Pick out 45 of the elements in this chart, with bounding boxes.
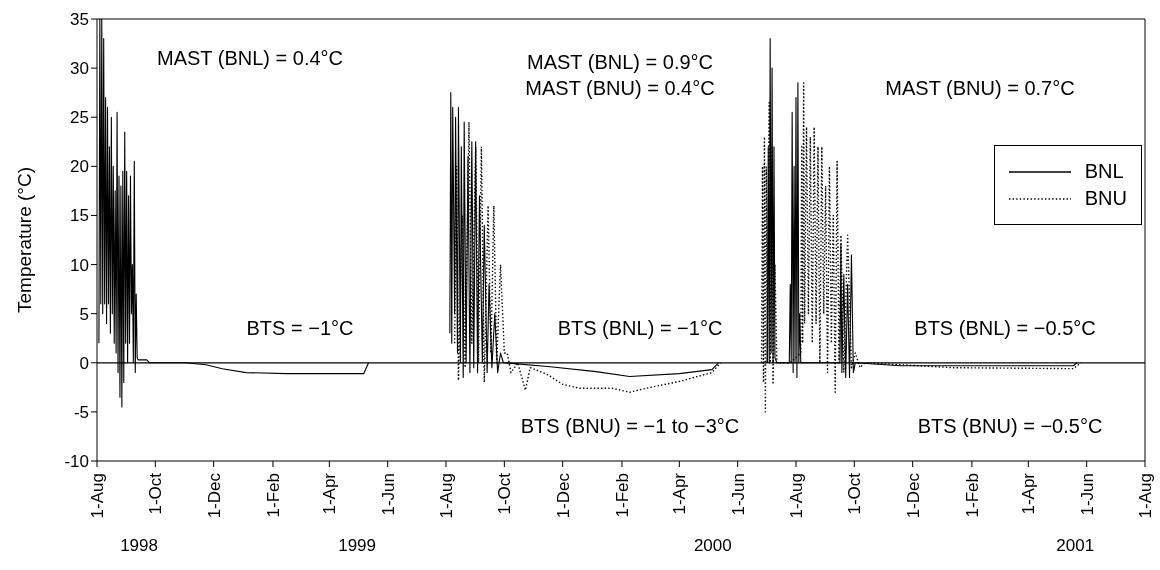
x-tick-label: 1-Feb bbox=[263, 473, 283, 518]
x-tick-label: 1-Jun bbox=[1077, 473, 1097, 516]
y-tick-label: 30 bbox=[70, 59, 89, 79]
annotation: MAST (BNL) = 0.9°C bbox=[526, 51, 714, 74]
x-tick-label: 1-Aug bbox=[87, 473, 107, 519]
x-tick-label: 1-Apr bbox=[1019, 472, 1039, 515]
x-tick-label: 1-Aug bbox=[1135, 473, 1155, 519]
x2-tick-label: 1998 bbox=[120, 536, 158, 555]
x-tick-label: 1-Dec bbox=[553, 472, 573, 519]
x-tick-label: 1-Jun bbox=[728, 473, 748, 516]
y-tick-label: 0 bbox=[79, 353, 89, 373]
annotation: BTS (BNU) = −0.5°C bbox=[917, 415, 1103, 438]
annotation: BTS (BNU) = −1 to −3°C bbox=[520, 415, 740, 438]
x2-tick-label: 2001 bbox=[1056, 536, 1095, 555]
annotation: MAST (BNL) = 0.4°C bbox=[156, 47, 344, 70]
y-tick-label: 15 bbox=[70, 206, 89, 226]
annotation: BTS (BNL) = −1°C bbox=[557, 317, 723, 340]
x-tick-label: 1-Aug bbox=[436, 473, 456, 519]
x-tick-label: 1-Oct bbox=[495, 472, 515, 515]
x-tick-label: 1-Feb bbox=[962, 473, 982, 518]
y-tick-label: 20 bbox=[70, 157, 89, 177]
x-tick-label: 1-Jun bbox=[378, 473, 398, 516]
annotation: BTS = −1°C bbox=[246, 317, 354, 340]
x-tick-label: 1-Feb bbox=[612, 473, 632, 518]
y-tick-label: 5 bbox=[79, 304, 89, 324]
x-tick-label: 1-Apr bbox=[320, 472, 340, 515]
y-tick-label: 25 bbox=[70, 108, 89, 128]
annotation: MAST (BNU) = 0.7°C bbox=[885, 77, 1075, 100]
y-axis-title: Temperature (°C) bbox=[14, 167, 36, 313]
y-tick-label: 10 bbox=[70, 255, 89, 275]
x-tick-label: 1-Dec bbox=[204, 472, 224, 519]
x-tick-label: 1-Oct bbox=[146, 472, 166, 515]
x2-tick-label: 2000 bbox=[693, 536, 732, 555]
x2-tick-label: 1999 bbox=[338, 536, 376, 555]
y-tick-label: -10 bbox=[64, 452, 89, 472]
x-tick-label: 1-Dec bbox=[903, 472, 923, 519]
x-tick-label: 1-Oct bbox=[845, 472, 865, 515]
x-tick-label: 1-Aug bbox=[786, 473, 806, 519]
y-tick-label: -5 bbox=[73, 402, 89, 422]
annotation: MAST (BNU) = 0.4°C bbox=[525, 77, 715, 100]
y-tick-label: 35 bbox=[70, 10, 89, 30]
x-tick-label: 1-Apr bbox=[670, 472, 690, 515]
legend-label: BNL bbox=[1084, 160, 1124, 183]
legend-label: BNU bbox=[1084, 187, 1127, 210]
annotation: BTS (BNL) = −0.5°C bbox=[914, 317, 1096, 340]
